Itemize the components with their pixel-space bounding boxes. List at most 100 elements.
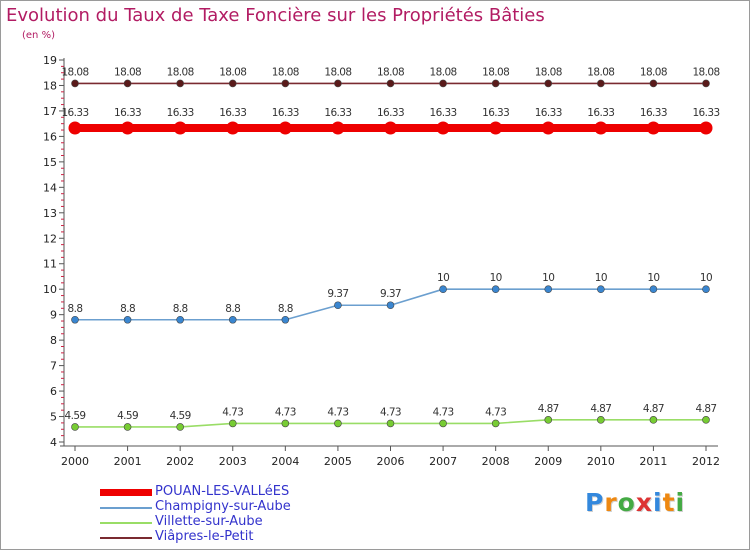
- data-point: [491, 79, 500, 88]
- y-tick-label: 18: [43, 79, 57, 92]
- data-label: 4.73: [222, 406, 243, 418]
- data-point: [334, 79, 342, 88]
- x-tick-label: 2002: [166, 455, 194, 468]
- legend-swatch-pouan: [100, 489, 152, 496]
- data-label: 18.08: [640, 66, 667, 78]
- data-point: [228, 419, 237, 428]
- x-tick-label: 2012: [692, 455, 720, 468]
- data-point: [702, 416, 710, 424]
- data-label: 16.33: [114, 107, 141, 119]
- legend-label-viapres: Viâpres-le-Petit: [155, 529, 254, 544]
- data-label: 9.37: [380, 288, 401, 300]
- x-tick-label: 2004: [271, 455, 299, 468]
- chart-title: Evolution du Taux de Taxe Foncière sur l…: [6, 5, 545, 26]
- data-point: [544, 79, 553, 88]
- data-label: 16.33: [61, 107, 88, 119]
- y-tick-label: 4: [50, 436, 57, 449]
- data-label: 18.08: [219, 66, 246, 78]
- data-label: 4.73: [275, 406, 296, 418]
- data-label: 18.08: [377, 66, 404, 78]
- data-label: 18.08: [114, 66, 141, 78]
- data-point: [597, 79, 605, 88]
- data-label: 8.8: [120, 303, 135, 315]
- data-label: 16.33: [377, 107, 404, 119]
- logo-letter: i: [675, 488, 686, 517]
- data-label: 4.59: [170, 410, 191, 422]
- y-tick-label: 14: [43, 181, 57, 194]
- y-tick-label: 11: [43, 258, 57, 271]
- y-tick-label: 15: [43, 156, 57, 169]
- legend-swatch-viapres: [100, 537, 152, 539]
- x-tick-label: 2006: [377, 455, 405, 468]
- legend-label-villette: Villette-sur-Aube: [155, 514, 263, 529]
- logo-letter: o: [617, 488, 636, 517]
- data-point: [334, 301, 342, 310]
- y-tick-label: 12: [43, 232, 57, 245]
- data-point: [386, 419, 395, 428]
- data-label: 16.33: [219, 107, 246, 119]
- y-tick-label: 13: [43, 207, 57, 220]
- data-point: [68, 121, 82, 135]
- data-label: 18.08: [61, 66, 88, 78]
- data-point: [334, 419, 342, 428]
- data-label: 18.08: [587, 66, 614, 78]
- data-point: [123, 315, 132, 324]
- data-point: [176, 423, 184, 431]
- data-point: [123, 79, 132, 88]
- data-label: 4.87: [696, 403, 717, 415]
- data-label: 10: [595, 272, 607, 284]
- data-point: [71, 315, 79, 324]
- data-label: 16.33: [272, 107, 299, 119]
- data-point: [699, 121, 713, 135]
- data-label: 10: [700, 272, 712, 284]
- data-point: [649, 79, 658, 88]
- data-point: [281, 79, 290, 88]
- logo-letter: i: [653, 488, 663, 517]
- x-tick-label: 2008: [482, 455, 510, 468]
- data-point: [331, 121, 345, 135]
- logo-letter: t: [662, 488, 676, 517]
- data-label: 4.59: [65, 410, 86, 422]
- y-tick-label: 10: [43, 283, 57, 296]
- data-point: [281, 419, 290, 428]
- data-point: [544, 285, 553, 294]
- data-point: [176, 315, 184, 324]
- data-label: 10: [542, 272, 554, 284]
- data-point: [439, 79, 447, 88]
- legend-swatch-champigny: [100, 507, 152, 509]
- data-label: 4.73: [433, 406, 454, 418]
- data-point: [597, 285, 605, 294]
- data-point: [386, 79, 395, 88]
- data-point: [176, 79, 184, 88]
- data-label: 4.73: [380, 406, 401, 418]
- data-point: [384, 121, 397, 135]
- data-label: 4.87: [538, 403, 559, 415]
- data-label: 18.08: [324, 66, 351, 78]
- chart-unit-label: (en %): [22, 30, 55, 41]
- data-label: 8.8: [173, 303, 188, 315]
- proxiti-logo: Proxiti: [585, 488, 685, 517]
- logo-letter: x: [635, 488, 653, 517]
- data-label: 8.8: [225, 303, 240, 315]
- data-point: [121, 121, 135, 135]
- y-tick-label: 17: [43, 105, 57, 118]
- legend-swatch-villette: [100, 522, 152, 524]
- data-label: 18.08: [430, 66, 457, 78]
- x-tick-label: 2010: [587, 455, 615, 468]
- data-point: [439, 419, 447, 428]
- x-tick-label: 2009: [534, 455, 562, 468]
- data-label: 4.59: [117, 410, 138, 422]
- y-tick-label: 5: [50, 411, 57, 424]
- logo-letter: P: [585, 488, 605, 517]
- data-point: [597, 416, 605, 424]
- data-label: 16.33: [430, 107, 457, 119]
- x-tick-label: 2005: [324, 455, 352, 468]
- x-tick-label: 2001: [114, 455, 142, 468]
- x-tick-label: 2000: [61, 455, 89, 468]
- data-label: 10: [647, 272, 659, 284]
- legend-label-champigny: Champigny-sur-Aube: [155, 499, 291, 514]
- x-tick-label: 2003: [219, 455, 247, 468]
- data-point: [649, 416, 658, 424]
- y-tick-label: 8: [50, 334, 57, 347]
- data-point: [278, 121, 292, 135]
